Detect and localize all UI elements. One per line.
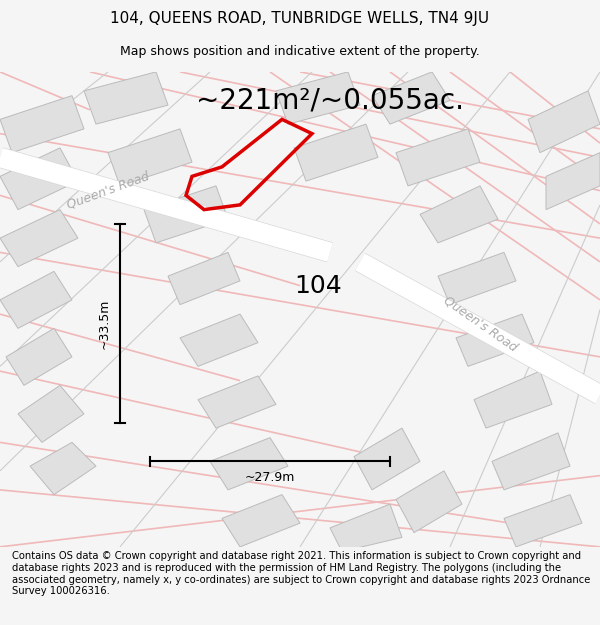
- Polygon shape: [294, 124, 378, 181]
- Polygon shape: [0, 271, 72, 328]
- Polygon shape: [276, 72, 360, 124]
- Text: Queen's Road: Queen's Road: [441, 293, 519, 354]
- Polygon shape: [396, 129, 480, 186]
- Polygon shape: [492, 433, 570, 490]
- Text: Map shows position and indicative extent of the property.: Map shows position and indicative extent…: [120, 44, 480, 58]
- Polygon shape: [6, 328, 72, 386]
- Polygon shape: [210, 438, 288, 490]
- Polygon shape: [504, 494, 582, 547]
- Polygon shape: [30, 442, 96, 494]
- Polygon shape: [84, 72, 168, 124]
- Text: ~221m²/~0.055ac.: ~221m²/~0.055ac.: [196, 86, 464, 114]
- Polygon shape: [354, 428, 420, 490]
- Text: 104: 104: [294, 274, 342, 298]
- Text: 104, QUEENS ROAD, TUNBRIDGE WELLS, TN4 9JU: 104, QUEENS ROAD, TUNBRIDGE WELLS, TN4 9…: [110, 11, 490, 26]
- Polygon shape: [0, 209, 78, 267]
- Polygon shape: [0, 148, 78, 209]
- Polygon shape: [372, 72, 450, 124]
- Polygon shape: [456, 314, 534, 366]
- Polygon shape: [18, 386, 84, 442]
- Polygon shape: [438, 253, 516, 304]
- Polygon shape: [474, 371, 552, 428]
- Polygon shape: [222, 494, 300, 547]
- Polygon shape: [108, 129, 192, 186]
- Polygon shape: [144, 186, 228, 243]
- Polygon shape: [528, 91, 600, 152]
- Text: ~27.9m: ~27.9m: [245, 471, 295, 484]
- Text: Contains OS data © Crown copyright and database right 2021. This information is : Contains OS data © Crown copyright and d…: [12, 551, 590, 596]
- Polygon shape: [420, 186, 498, 243]
- Polygon shape: [168, 253, 240, 304]
- Polygon shape: [396, 471, 462, 532]
- Polygon shape: [0, 96, 84, 152]
- Text: ~33.5m: ~33.5m: [98, 298, 111, 349]
- Polygon shape: [180, 314, 258, 366]
- Text: Queen's Road: Queen's Road: [65, 169, 151, 212]
- Polygon shape: [330, 504, 402, 552]
- Polygon shape: [198, 376, 276, 428]
- Polygon shape: [546, 152, 600, 209]
